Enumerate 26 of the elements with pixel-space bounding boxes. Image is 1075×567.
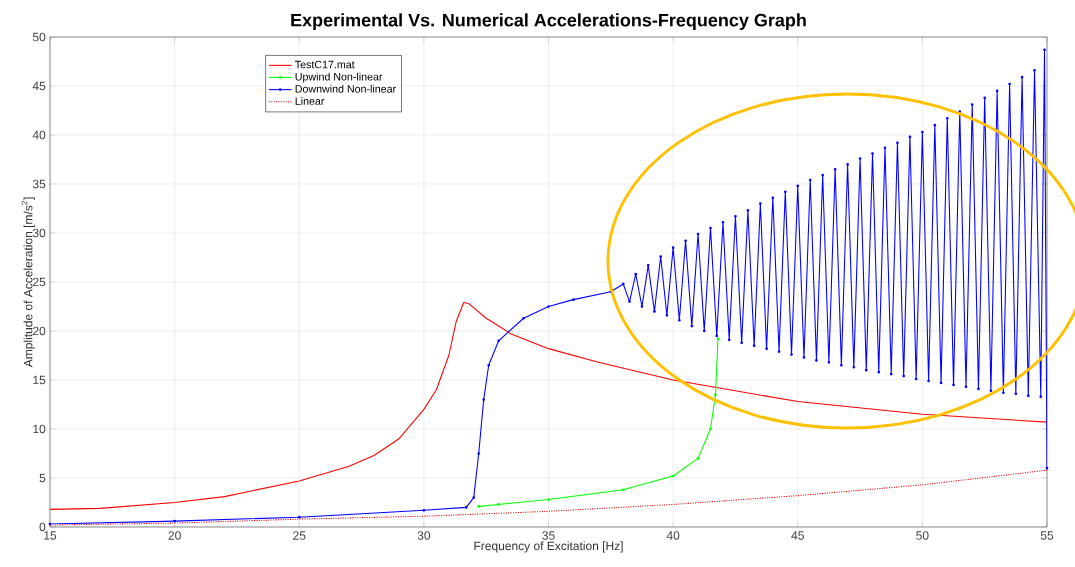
x-axis-title: Frequency of Excitation [Hz] [474, 541, 623, 553]
legend-label: TestC17.mat [295, 60, 355, 69]
y-tick-label: 35 [32, 179, 46, 189]
x-tick-label: 45 [791, 531, 804, 540]
y-tick-label: 0 [39, 522, 46, 532]
y-tick-label: 50 [32, 32, 46, 42]
y-tick-label: 30 [32, 228, 46, 238]
x-tick-label: 30 [417, 531, 431, 540]
x-tick-label: 25 [293, 531, 306, 540]
x-tick-label: 50 [916, 531, 929, 540]
y-tick-label: 20 [33, 326, 46, 336]
y-tick-label: 25 [33, 277, 46, 287]
y-tick-label: 45 [32, 81, 46, 91]
x-tick-label: 20 [168, 531, 181, 540]
x-tick-label: 35 [542, 531, 555, 540]
x-tick-label: 40 [666, 531, 680, 540]
legend-label: Downwind Non-linear [295, 84, 396, 93]
y-tick-label: 15 [33, 375, 46, 385]
legend-label: Upwind Non-linear [295, 72, 383, 83]
chart-title: Experimental Vs. Numerical Accelerations-Frequency Graph [291, 13, 806, 31]
y-tick-label: 40 [32, 130, 46, 140]
y-tick-label: 10 [33, 424, 46, 434]
legend-label: Linear [295, 97, 325, 105]
y-tick-label: 5 [39, 473, 46, 483]
x-tick-label: 55 [1040, 531, 1054, 540]
line-series [50, 302, 1047, 510]
